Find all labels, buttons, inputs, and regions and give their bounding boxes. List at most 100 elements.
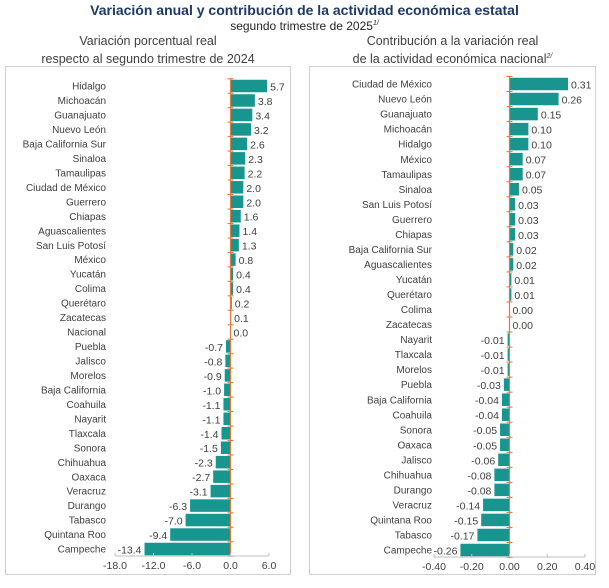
value-label: 0.03 [518, 200, 539, 212]
main-title: Variación anual y contribución de la act… [90, 2, 519, 18]
value-label: 0.10 [531, 125, 552, 137]
value-label: -0.01 [481, 365, 505, 377]
right-x-axis: -0.40 -0.20 0.00 0.20 0.40 [422, 554, 595, 573]
right-value-labels: 0.31 0.260.15 0.10 0.10 0.07 0.07 0.05 0.03 0.03… [433, 80, 591, 558]
left-chart-title-line1: Variación porcentual real [79, 34, 217, 48]
value-label: 3.8 [258, 96, 273, 108]
category-label: Quintana Roo [370, 516, 432, 527]
bar [509, 273, 512, 286]
bar [230, 267, 234, 281]
value-label: -2.3 [195, 458, 213, 470]
value-label: 0.10 [531, 140, 552, 152]
category-label: Jalisco [75, 357, 106, 368]
left-category-labels: Hidalgo Michoacán Guanajuato Nuevo León Baja… [23, 82, 107, 556]
value-label: 0.4 [236, 270, 251, 282]
bar [507, 363, 510, 376]
left-zero-axis [227, 78, 234, 557]
value-label: -0.04 [475, 410, 499, 422]
value-label: 0.31 [571, 80, 592, 92]
value-label: -0.06 [471, 455, 495, 467]
bar [509, 198, 516, 211]
left-bars [144, 79, 268, 556]
bar [509, 137, 529, 151]
value-label: 1.4 [242, 226, 257, 238]
category-label: Chiapas [395, 230, 432, 241]
category-label: Michoacán [58, 96, 106, 107]
category-label: Sinaloa [73, 154, 107, 165]
category-label: Baja California Sur [23, 139, 107, 150]
category-label: Aguascalientes [38, 226, 106, 237]
category-label: México [74, 255, 106, 266]
category-label: Campeche [384, 546, 433, 557]
value-label: 3.4 [255, 110, 270, 122]
value-label: 0.0 [234, 327, 249, 339]
value-label: -0.17 [450, 530, 474, 542]
category-label: Guerrero [66, 197, 106, 208]
category-label: Campeche [58, 545, 107, 556]
value-label: -0.05 [473, 440, 497, 452]
category-label: Tlaxcala [69, 429, 107, 440]
bar [230, 296, 232, 310]
bar [230, 224, 240, 237]
value-label: 0.4 [236, 284, 251, 296]
bar [503, 378, 510, 391]
x-tick-label: -0.40 [422, 561, 446, 573]
category-label: Zacatecas [386, 320, 432, 331]
category-label: Baja California Sur [349, 245, 433, 256]
value-label: -1.1 [202, 400, 220, 412]
category-label: Veracruz [67, 487, 106, 498]
value-label: 2.0 [246, 197, 261, 209]
category-label: Colima [401, 305, 433, 316]
value-label: -1.5 [200, 443, 218, 455]
value-label: 0.03 [518, 230, 539, 242]
x-tick-label: -6.0 [183, 560, 201, 572]
right-category-labels: Ciudad de México Nuevo León Guanajuato Mich… [349, 80, 433, 557]
category-label: Baja California [367, 395, 432, 406]
value-label: -0.08 [467, 485, 491, 497]
left-chart-panel: Hidalgo Michoacán Guanajuato Nuevo León Baja… [5, 66, 291, 575]
bar [509, 77, 569, 91]
bar [230, 108, 253, 122]
bar [230, 209, 241, 223]
category-label: Coahuila [393, 410, 433, 421]
bar [230, 253, 236, 266]
bar [477, 528, 510, 542]
value-label: 1.6 [244, 212, 259, 224]
category-label: Querétaro [387, 290, 432, 301]
right-bars [460, 77, 569, 557]
value-label: 2.6 [250, 139, 265, 151]
value-label: 0.26 [562, 95, 583, 107]
value-label: -0.05 [473, 425, 497, 437]
value-label: -0.9 [204, 371, 222, 383]
value-label: 0.2 [235, 299, 250, 311]
main-subtitle: segundo trimestre de 20251/ [0, 19, 609, 33]
category-label: Nuevo León [378, 95, 432, 106]
category-label: Sonora [74, 443, 107, 454]
category-label: Guerrero [392, 215, 432, 226]
category-label: Durango [68, 501, 107, 512]
value-label: 2.0 [246, 183, 261, 195]
right-chart-title-line2-text: de la actividad económica nacional [352, 52, 547, 67]
category-label: San Luis Potosí [36, 241, 106, 252]
bar [230, 79, 268, 93]
category-label: Durango [394, 485, 433, 496]
bar [509, 152, 523, 166]
value-label: 5.7 [270, 82, 285, 94]
bar [225, 354, 231, 368]
value-label: 1.3 [242, 241, 257, 253]
bar [509, 213, 516, 226]
bar [223, 412, 231, 426]
value-label: -0.08 [467, 470, 491, 482]
category-label: Sonora [400, 425, 433, 436]
category-label: Ciudad de México [26, 183, 106, 194]
bar [230, 166, 245, 180]
left-value-labels: 5.7 3.8 3.4 3.2 2.6 2.3 2.2 2.0 2.0 1.6 1.4 1.3 0.8 0… [118, 82, 285, 557]
value-label: -0.01 [481, 335, 505, 347]
category-label: Zacatecas [60, 313, 106, 324]
bar [509, 228, 516, 241]
x-tick-label: -0.20 [460, 561, 484, 573]
bar [224, 369, 231, 382]
bar [507, 333, 510, 346]
value-label: -3.1 [190, 487, 208, 499]
category-label: Puebla [75, 342, 107, 353]
